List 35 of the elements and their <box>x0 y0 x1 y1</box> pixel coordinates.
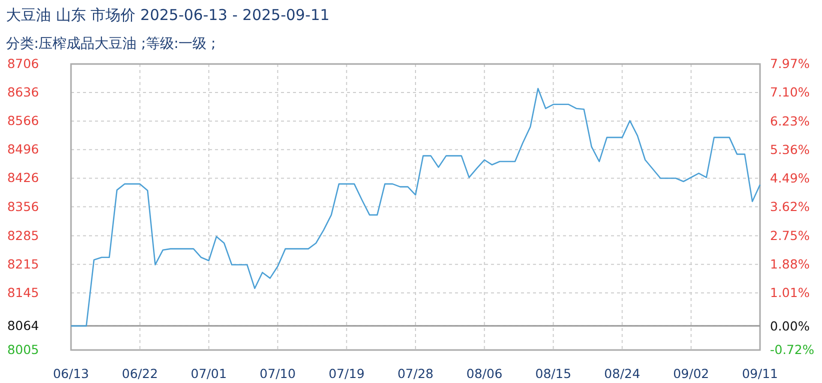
xtick: 07/10 <box>260 366 296 381</box>
subtitle: 分类:压榨成品大豆油 ;等级:一级 ; <box>6 36 216 52</box>
y2tick: 1.88% <box>770 256 810 272</box>
xtick: 06/22 <box>122 366 158 381</box>
y2tick: 3.62% <box>770 199 810 214</box>
xtick: 09/02 <box>673 366 710 381</box>
ytick: 8566 <box>7 113 39 128</box>
xtick: 08/06 <box>466 366 502 381</box>
title: 大豆油 山东 市场价 2025-06-13 - 2025-09-11 <box>6 6 330 24</box>
y2tick: -0.72% <box>770 342 814 357</box>
ytick: 8496 <box>7 142 39 157</box>
xtick: 09/11 <box>742 366 778 381</box>
xtick: 08/15 <box>535 366 572 381</box>
y2tick: 5.36% <box>770 142 810 157</box>
xtick: 07/19 <box>328 366 365 381</box>
y2tick: 7.97% <box>770 56 810 71</box>
y2tick: 0.00% <box>770 318 810 334</box>
y2tick: 7.10% <box>770 84 810 100</box>
ytick: 8426 <box>7 170 39 186</box>
xtick: 08/24 <box>604 366 640 381</box>
xtick: 07/28 <box>397 366 434 381</box>
y2tick: 1.01% <box>770 285 810 300</box>
ytick: 8285 <box>7 228 39 243</box>
ytick: 8005 <box>7 342 39 357</box>
ytick: 8636 <box>7 84 39 100</box>
ytick: 8215 <box>7 256 39 272</box>
xtick: 07/01 <box>190 366 227 381</box>
ytick: 8064 <box>7 318 39 333</box>
ytick: 8356 <box>7 198 39 214</box>
xtick: 06/13 <box>52 366 90 381</box>
y2tick: 4.49% <box>770 170 810 186</box>
ytick: 8706 <box>7 56 39 71</box>
y2tick: 6.23% <box>770 113 810 128</box>
y2tick: 2.75% <box>770 228 810 243</box>
ytick: 8145 <box>7 284 39 300</box>
